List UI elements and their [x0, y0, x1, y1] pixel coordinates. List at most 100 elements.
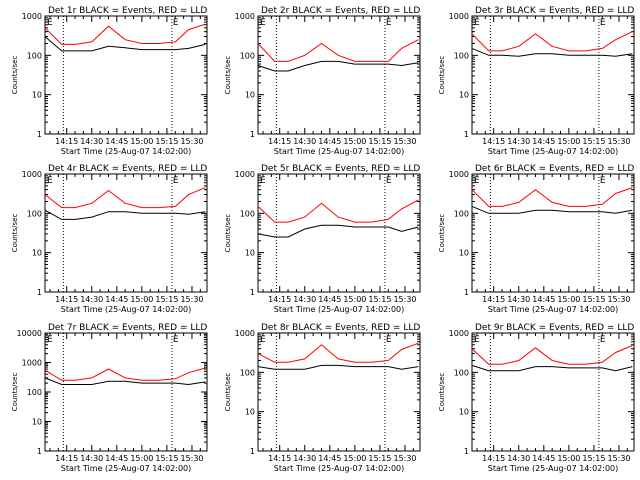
y-tick-label: 10 [245, 249, 255, 258]
y-tick-label: 1 [464, 130, 469, 139]
y-tick-label: 1000 [449, 170, 469, 179]
x-tick-label: 14:30 [507, 295, 530, 304]
x-tick-label: 15:30 [180, 137, 203, 146]
x-tick-label: 14:15 [268, 295, 291, 304]
y-tick-label: 1 [250, 288, 255, 297]
chart-title: Det 3r BLACK = Events, RED = LLD [475, 6, 634, 16]
y-tick-label: 10 [32, 91, 42, 100]
plot-frame [471, 173, 635, 293]
lld-series-line [471, 187, 633, 207]
chart-title: Det 6r BLACK = Events, RED = LLD [475, 164, 634, 174]
x-tick-label: 14:15 [55, 295, 78, 304]
events-series-line [257, 364, 419, 370]
chart-title: Det 1r BLACK = Events, RED = LLD [48, 6, 207, 16]
y-axis-label: Counts/sec [224, 56, 232, 95]
chart-title: Det 5r BLACK = Events, RED = LLD [261, 164, 420, 174]
x-tick-label: 14:15 [482, 137, 505, 146]
y-tick-label: 1000 [449, 12, 469, 21]
events-series-line [44, 209, 206, 220]
plot-frame [471, 15, 635, 135]
y-tick-label: 1000 [235, 329, 255, 338]
x-tick-label: 15:15 [582, 137, 605, 146]
x-tick-label: 14:45 [318, 137, 341, 146]
x-tick-label: 14:30 [293, 137, 316, 146]
x-tick-label: 14:15 [482, 454, 505, 463]
plot-frame [257, 173, 421, 293]
y-axis-label: Counts/sec [224, 214, 232, 253]
x-tick-label: 15:00 [130, 295, 153, 304]
x-tick-label: 15:00 [557, 137, 580, 146]
y-tick-label: 1000 [22, 359, 42, 368]
lld-series-line [44, 367, 206, 381]
x-tick-label: 14:45 [105, 137, 128, 146]
y-tick-label: 100 [27, 209, 42, 218]
y-axis-label: Counts/sec [438, 214, 446, 253]
y-tick-label: 10 [459, 249, 469, 258]
chart-panel: Det 8r BLACK = Events, RED = LLD 1 10 100 10… [224, 323, 421, 473]
chart-panel: Det 7r BLACK = Events, RED = LLD 1 10 100 10… [11, 323, 208, 473]
x-tick-label: 15:30 [607, 295, 630, 304]
x-tick-label: 14:45 [105, 295, 128, 304]
lld-series-line [44, 23, 206, 45]
event-marker-label: E [47, 335, 53, 345]
chart-panel: Det 2r BLACK = Events, RED = LLD 1 10 100 10… [224, 6, 421, 156]
events-series-line [257, 224, 419, 238]
x-tick-label: 14:15 [268, 454, 291, 463]
x-axis-label: Start Time (25-Aug-07 14:02:00) [488, 147, 619, 156]
lld-series-line [257, 39, 419, 62]
event-marker-label: E [474, 176, 480, 186]
chart-title: Det 7r BLACK = Events, RED = LLD [48, 323, 207, 333]
x-tick-label: 15:00 [343, 137, 366, 146]
y-tick-label: 100 [240, 368, 255, 377]
x-tick-label: 15:00 [130, 137, 153, 146]
y-tick-label: 1 [37, 447, 42, 456]
event-marker-label: E [260, 335, 266, 345]
x-tick-label: 15:30 [393, 295, 416, 304]
x-tick-label: 15:30 [393, 137, 416, 146]
x-tick-label: 14:15 [55, 454, 78, 463]
x-tick-label: 15:15 [155, 454, 178, 463]
plot-frame [471, 332, 635, 452]
x-tick-label: 14:15 [268, 137, 291, 146]
event-marker-label: E [173, 18, 179, 28]
event-marker-label: E [173, 335, 179, 345]
y-tick-label: 1 [464, 288, 469, 297]
x-tick-label: 14:15 [55, 137, 78, 146]
event-marker-label: E [474, 335, 480, 345]
event-marker-label: E [600, 176, 606, 186]
x-tick-label: 15:15 [582, 295, 605, 304]
chart-title: Det 9r BLACK = Events, RED = LLD [475, 323, 634, 333]
x-tick-label: 14:30 [293, 454, 316, 463]
chart-panel: Det 5r BLACK = Events, RED = LLD 1 10 100 10… [224, 164, 421, 314]
y-tick-label: 10 [32, 418, 42, 427]
event-marker-label: E [386, 18, 392, 28]
y-tick-label: 100 [27, 51, 42, 60]
y-tick-label: 100 [454, 209, 469, 218]
y-tick-label: 1 [37, 288, 42, 297]
y-tick-label: 1000 [449, 329, 469, 338]
event-marker-label: E [600, 335, 606, 345]
x-tick-label: 15:30 [180, 454, 203, 463]
event-marker-label: E [600, 18, 606, 28]
y-tick-label: 1000 [235, 12, 255, 21]
chart-title: Det 8r BLACK = Events, RED = LLD [261, 323, 420, 333]
x-axis-label: Start Time (25-Aug-07 14:02:00) [61, 464, 192, 473]
x-tick-label: 15:00 [343, 295, 366, 304]
y-tick-label: 1000 [22, 12, 42, 21]
y-axis-label: Counts/sec [11, 56, 19, 95]
x-tick-label: 15:00 [557, 454, 580, 463]
y-tick-label: 10 [32, 249, 42, 258]
chart-panel: Det 4r BLACK = Events, RED = LLD 1 10 100 10… [11, 164, 208, 314]
x-axis-label: Start Time (25-Aug-07 14:02:00) [274, 464, 405, 473]
event-marker-label: E [386, 335, 392, 345]
chart-panel: Det 1r BLACK = Events, RED = LLD 1 10 100 10… [11, 6, 208, 156]
y-tick-label: 100 [240, 209, 255, 218]
x-tick-label: 14:45 [532, 295, 555, 304]
y-tick-label: 1 [250, 130, 255, 139]
x-tick-label: 14:30 [80, 295, 103, 304]
event-marker-label: E [47, 176, 53, 186]
y-tick-label: 10 [245, 408, 255, 417]
lld-series-line [471, 345, 633, 365]
y-axis-label: Counts/sec [438, 373, 446, 412]
